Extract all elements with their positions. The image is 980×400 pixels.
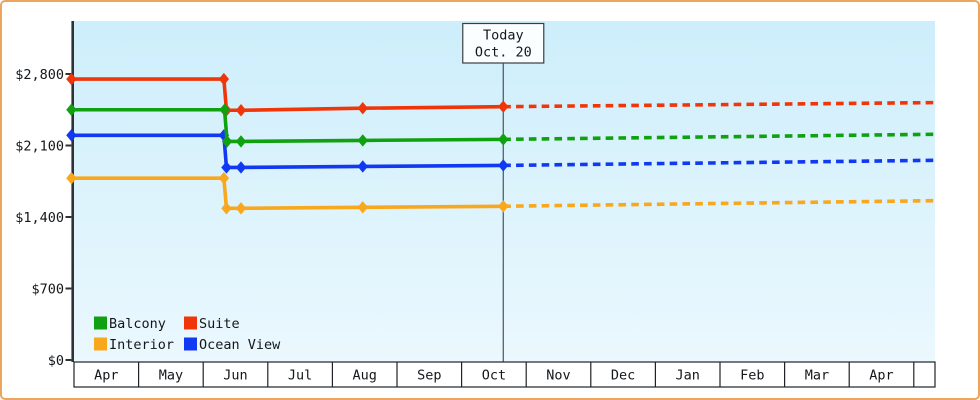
series-marker-interior [221,202,232,215]
series-marker-suite [66,72,77,86]
y-axis-line [71,21,74,362]
series-ocean-view [66,129,936,174]
plot-area [74,21,935,362]
month-label: Dec [611,368,635,384]
series-marker-ocean-view [66,129,77,142]
today-label: Today [483,28,524,44]
y-axis-label: $700 [31,281,64,297]
series-projection-ocean-view [503,158,936,168]
month-label: Mar [805,368,829,384]
series-marker-interior [498,200,509,213]
series-marker-ocean-view [235,161,247,174]
series-line-interior [71,176,504,211]
month-label: Nov [546,368,570,384]
series-marker-suite [357,102,368,115]
series-line-suite [71,77,504,113]
month-label: Aug [353,368,377,384]
series-projection-interior [503,198,936,209]
month-label: Apr [94,368,118,384]
series-marker-balcony [219,103,230,116]
series-marker-suite [218,72,230,86]
y-axis-label: $2,100 [15,138,64,154]
legend-label-balcony: Balcony [109,316,166,332]
series-interior [66,171,936,215]
series-projection-suite [503,100,936,109]
month-label: Apr [869,368,893,384]
month-label: Jul [288,368,312,384]
y-axis: $0 $700 $1,400 $2,100 $2,800 [15,21,74,369]
series-marker-interior [218,171,230,185]
series-line-balcony [71,107,504,144]
month-label: May [159,368,183,384]
series-marker-ocean-view [221,161,232,174]
y-axis-label: $1,400 [15,210,64,226]
today-box-frame [462,22,545,64]
series-marker-suite [235,104,247,117]
y-axis-label: $0 [48,353,64,369]
month-label: Oct [482,368,506,384]
month-label: Jun [223,368,247,384]
series-line-ocean-view [71,133,504,170]
legend-swatch-balcony [94,316,107,330]
month-label: Sep [417,368,441,384]
series-marker-balcony [357,134,368,147]
series-marker-balcony [235,135,247,148]
legend-label-suite: Suite [199,316,240,332]
series-marker-interior [235,202,247,215]
series-marker-ocean-view [498,159,509,172]
series-marker-balcony [221,135,233,148]
y-axis-label: $2,800 [15,67,64,83]
legend-swatch-suite [184,316,197,330]
series-marker-interior [357,201,368,214]
series-marker-ocean-view [357,160,368,173]
series-balcony [66,103,936,148]
month-label: Feb [740,368,764,384]
series-marker-suite [498,100,509,113]
month-label: Jan [676,368,700,384]
legend-swatch-ocean-view [184,337,197,351]
legend-swatch-interior [94,337,107,351]
month-row-frame [73,361,936,388]
legend: Balcony Suite Interior Ocean View [94,316,281,353]
series-projection-balcony [503,132,936,142]
series-marker-interior [66,171,77,185]
legend-label-interior: Interior [109,337,174,353]
x-axis-month-row: Apr May Jun Jul Aug Sep Oct Nov Dec Jan Feb Mar Apr [73,361,936,388]
series-marker-balcony [498,133,509,146]
legend-label-ocean-view: Ocean View [199,337,281,353]
today-date: Oct. 20 [475,45,532,61]
series-marker-balcony [66,103,77,116]
